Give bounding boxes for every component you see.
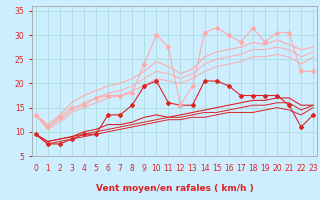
X-axis label: Vent moyen/en rafales ( km/h ): Vent moyen/en rafales ( km/h )	[96, 184, 253, 193]
